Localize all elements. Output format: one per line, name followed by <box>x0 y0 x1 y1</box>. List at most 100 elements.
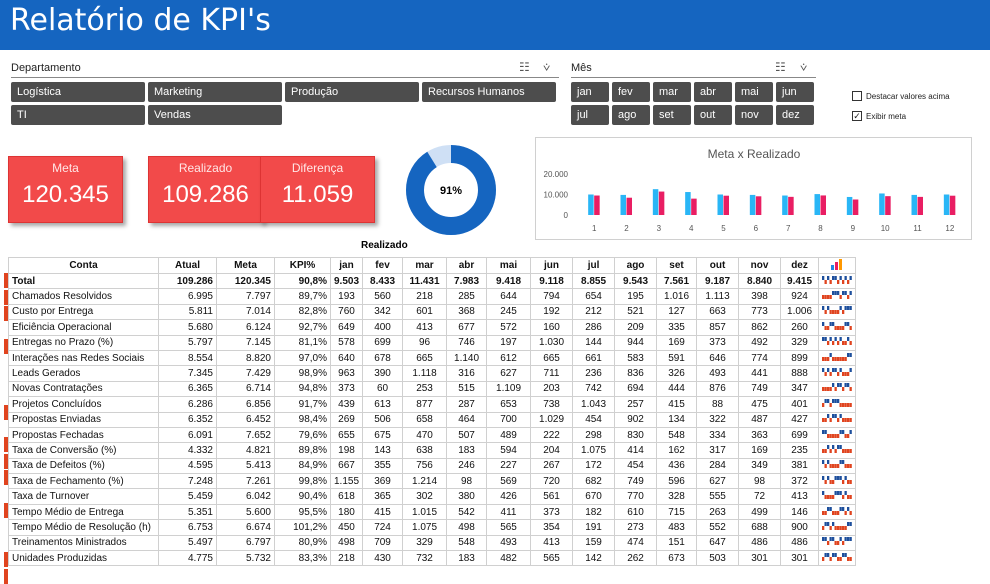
dept-slicer-item[interactable]: TI <box>11 105 145 125</box>
checkbox-box-checked[interactable]: ✓ <box>852 111 862 121</box>
dept-slicer-item[interactable]: Logística <box>11 82 145 102</box>
account-name-cell: Novas Contratações <box>8 380 159 398</box>
bar-realizado <box>594 195 600 215</box>
show-goal-checkbox[interactable]: ✓ Exibir meta <box>852 111 906 121</box>
column-header[interactable]: set <box>656 257 698 274</box>
table-row: Tempo Médio de Resolução (h) 6.753 6.674 10… <box>8 519 857 536</box>
dept-slicer-item[interactable]: Marketing <box>148 82 282 102</box>
bar-meta <box>685 192 691 215</box>
value-cell: 670 <box>572 488 616 505</box>
column-header[interactable]: Conta <box>8 257 159 274</box>
sparkline-cell <box>818 534 857 552</box>
value-cell: 888 <box>780 365 820 382</box>
value-cell: 8.554 <box>158 349 217 367</box>
value-cell: 400 <box>362 319 404 336</box>
column-header[interactable]: mar <box>402 257 448 274</box>
value-cell: 1.043 <box>572 396 616 413</box>
month-slicer-item[interactable]: ago <box>612 105 650 125</box>
multi-select-icon[interactable]: ☷ <box>519 60 530 74</box>
column-header[interactable]: KPI% <box>274 257 331 274</box>
month-slicer-item[interactable]: jun <box>776 82 814 102</box>
month-slicer-item[interactable]: mai <box>735 82 773 102</box>
value-cell: 746 <box>446 334 488 351</box>
value-cell: 347 <box>780 380 820 398</box>
month-slicer-item[interactable]: set <box>653 105 691 125</box>
month-slicer-item[interactable]: nov <box>735 105 773 125</box>
bar-realizado <box>691 198 697 215</box>
value-cell: 654 <box>572 288 616 305</box>
account-name-cell: Unidades Produzidas <box>8 550 159 567</box>
value-cell: 1.214 <box>402 473 448 490</box>
column-header[interactable]: jul <box>572 257 616 274</box>
highlight-checkbox[interactable]: Destacar valores acima <box>852 91 950 101</box>
month-slicer-item[interactable]: dez <box>776 105 814 125</box>
month-slicer-item[interactable]: fev <box>612 82 650 102</box>
value-cell: 329 <box>402 534 448 552</box>
dept-slicer-item[interactable]: Vendas <box>148 105 282 125</box>
bar-meta <box>879 193 885 215</box>
value-cell: 82,8% <box>274 303 331 321</box>
sparkline-cell <box>818 396 857 413</box>
value-cell: 411 <box>486 503 532 521</box>
card-diferenca-value: 11.059 <box>281 181 354 208</box>
value-cell: 209 <box>614 319 658 336</box>
value-cell: 326 <box>656 365 698 382</box>
value-cell: 618 <box>329 488 364 505</box>
value-cell: 498 <box>446 519 488 536</box>
value-cell: 95,5% <box>274 503 331 521</box>
value-cell: 794 <box>530 288 574 305</box>
column-header[interactable]: jun <box>530 257 574 274</box>
value-cell: 322 <box>696 411 740 428</box>
column-header[interactable]: ago <box>614 257 658 274</box>
month-slicer-item[interactable]: out <box>694 105 732 125</box>
table-body: Total 109.286 120.345 90,8% 9.503 8.433 11.431… <box>8 272 857 567</box>
bar-meta <box>620 194 626 215</box>
month-slicer-item[interactable]: abr <box>694 82 732 102</box>
dept-slicer-item[interactable]: Recursos Humanos <box>422 82 556 102</box>
bar-meta <box>652 189 659 215</box>
column-header[interactable]: jan <box>329 257 364 274</box>
value-cell: 413 <box>530 534 574 552</box>
value-cell: 273 <box>614 519 658 536</box>
value-cell: 316 <box>446 365 488 382</box>
column-header[interactable]: nov <box>738 257 782 274</box>
column-header[interactable]: dez <box>780 257 820 274</box>
chart-title: Meta x Realizado <box>708 147 801 161</box>
multi-select-icon[interactable]: ☷ <box>775 60 786 74</box>
value-cell: 246 <box>446 457 488 475</box>
x-tick-label: 10 <box>881 224 890 233</box>
sparkline-cell <box>818 411 857 428</box>
value-cell: 84,9% <box>274 457 331 475</box>
value-cell: 159 <box>572 534 616 552</box>
value-cell: 6.753 <box>158 519 217 536</box>
value-cell: 72 <box>738 488 782 505</box>
value-cell: 120.345 <box>216 272 275 290</box>
month-slicer-item[interactable]: mar <box>653 82 691 102</box>
table-header-row: Conta Atual Meta KPI% jan fev mar abr mai jun jul a… <box>8 257 857 274</box>
account-name-cell: Eficiência Operacional <box>8 319 159 336</box>
month-slicer-item[interactable]: jan <box>571 82 609 102</box>
value-cell: 7.561 <box>656 272 698 290</box>
column-header[interactable]: out <box>696 257 740 274</box>
value-cell: 675 <box>362 426 404 444</box>
checkbox-box[interactable] <box>852 91 862 101</box>
value-cell: 7.261 <box>216 473 275 490</box>
value-cell: 286 <box>572 319 616 336</box>
dept-slicer-item[interactable]: Produção <box>285 82 419 102</box>
clear-filter-icon[interactable]: ⩒ <box>543 60 551 74</box>
value-cell: 6.856 <box>216 396 275 413</box>
value-cell: 542 <box>446 503 488 521</box>
column-header[interactable]: Meta <box>216 257 275 274</box>
value-cell: 572 <box>486 319 532 336</box>
column-header[interactable]: mai <box>486 257 532 274</box>
clear-filter-icon[interactable]: ⩒ <box>800 60 808 74</box>
column-header[interactable]: abr <box>446 257 488 274</box>
value-cell: 493 <box>486 534 532 552</box>
column-header[interactable]: fev <box>362 257 404 274</box>
header-bar: Relatório de KPI's <box>0 0 990 50</box>
month-slicer-item[interactable]: jul <box>571 105 609 125</box>
bar-meta <box>717 194 723 215</box>
column-header[interactable]: Atual <box>158 257 217 274</box>
account-name-cell: Interações nas Redes Sociais <box>8 349 159 367</box>
value-cell: 732 <box>402 550 448 567</box>
